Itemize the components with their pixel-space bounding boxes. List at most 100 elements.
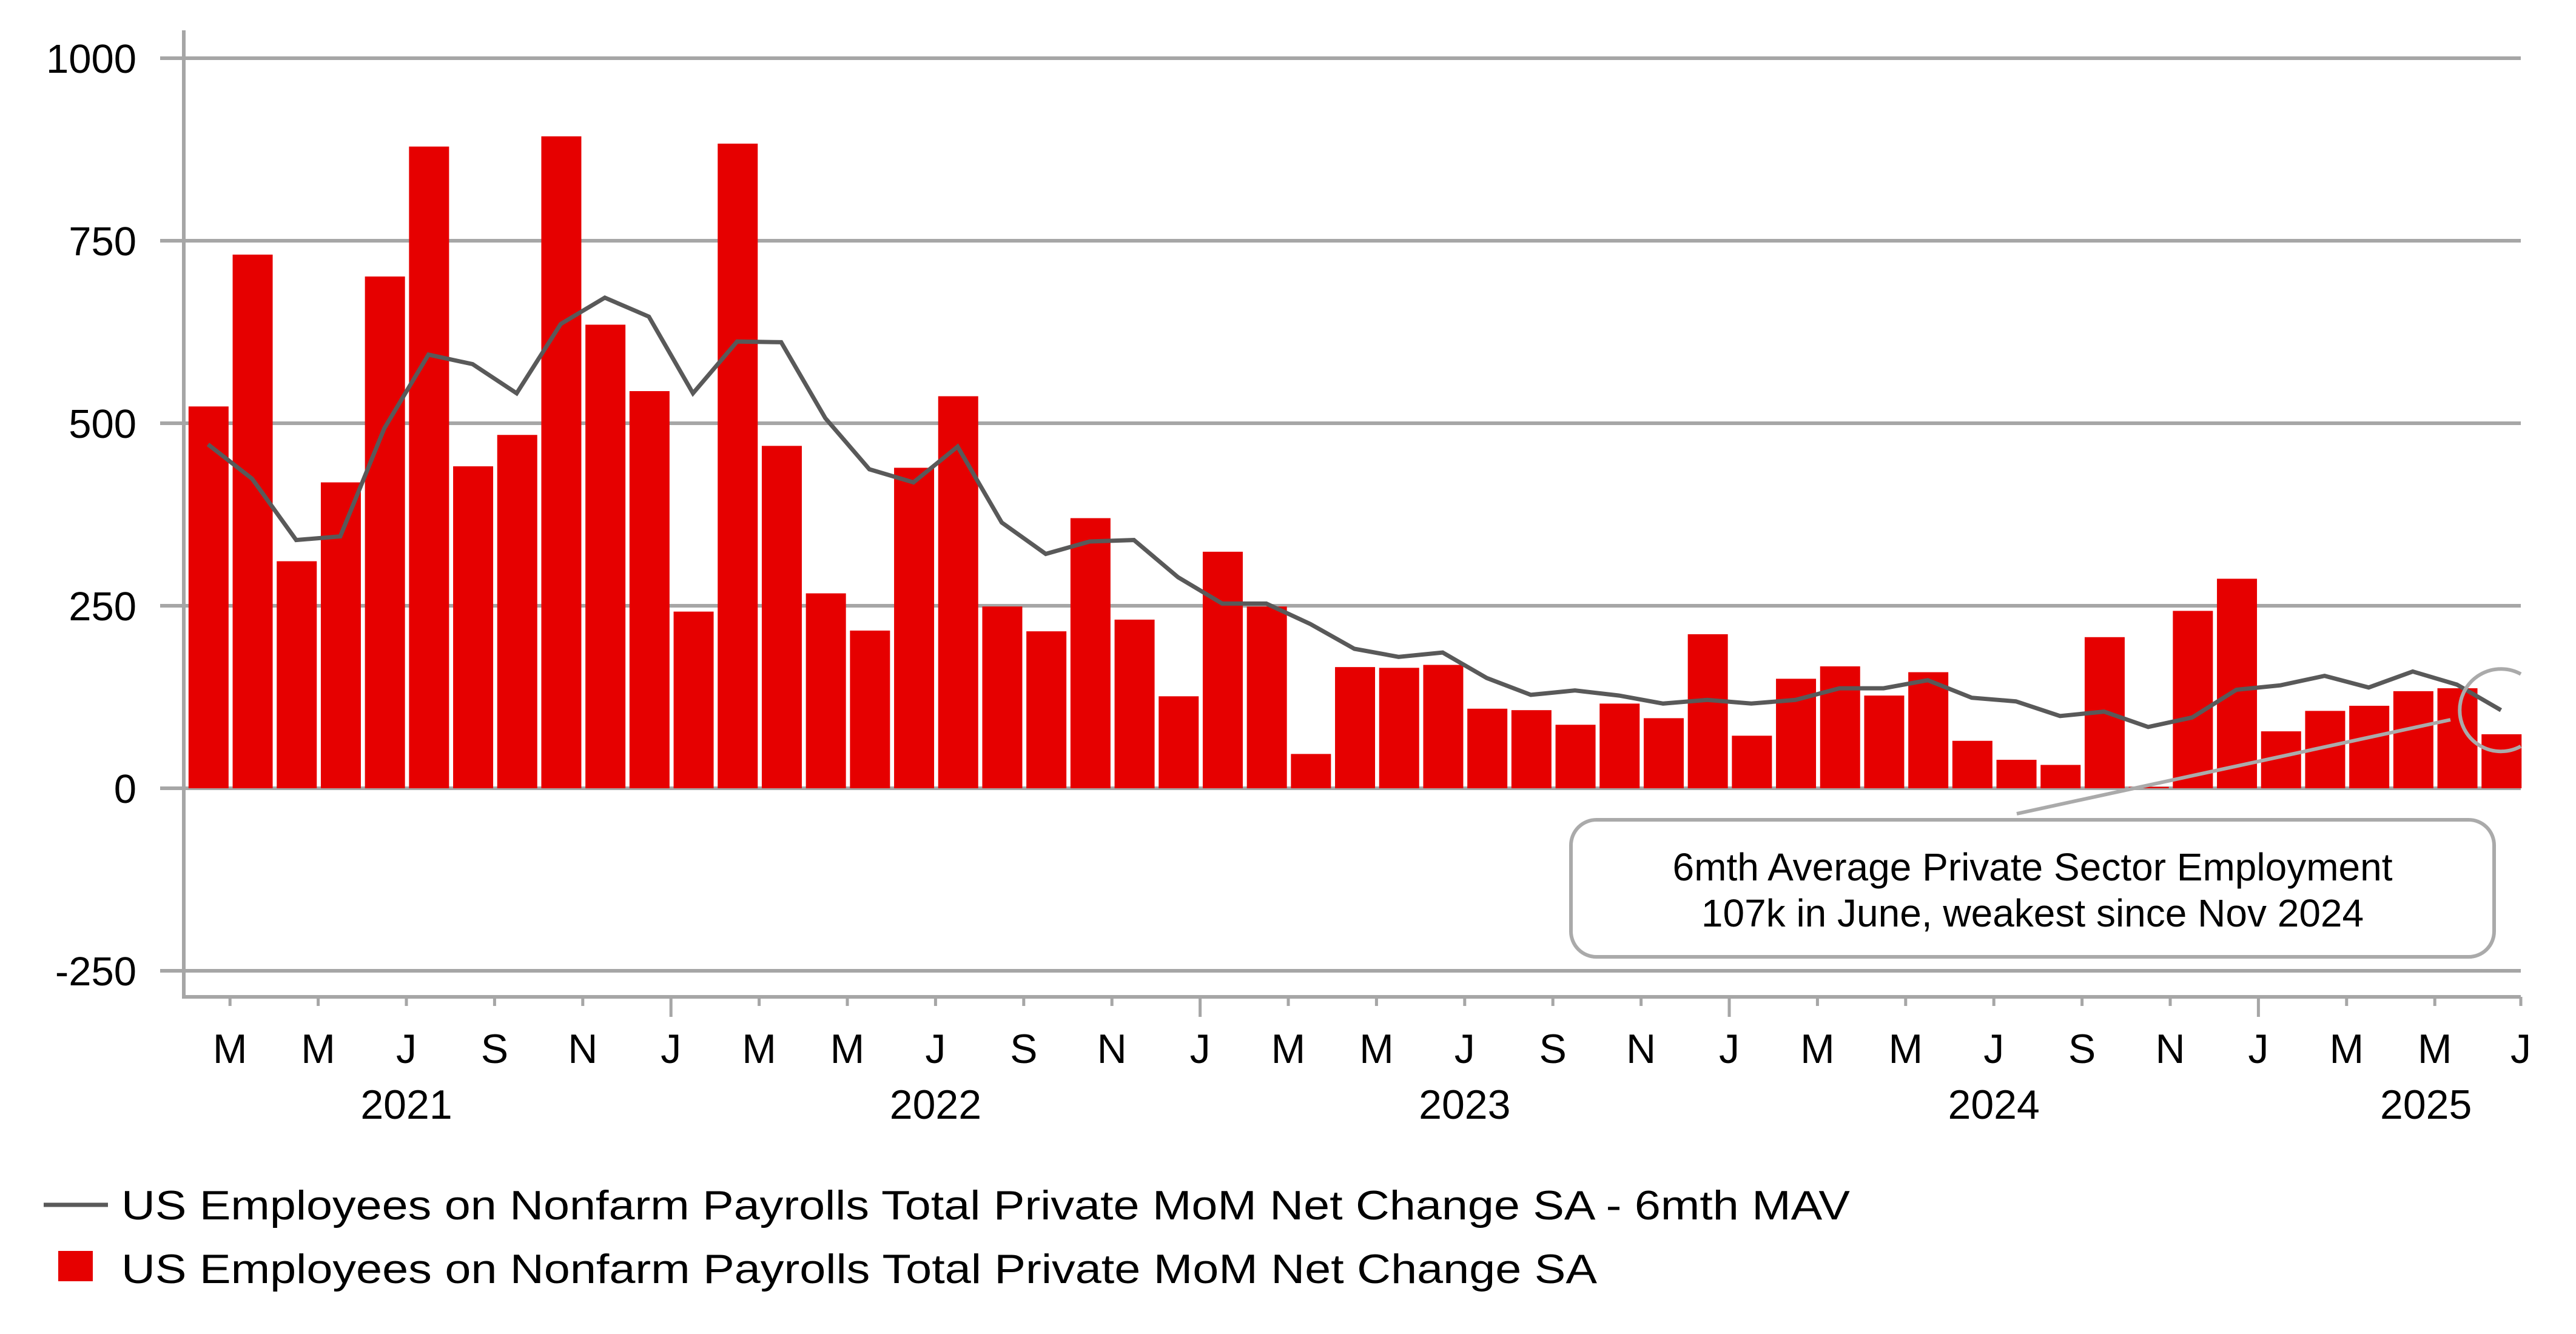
bar (718, 143, 758, 788)
x-tick-label: N (1626, 1026, 1656, 1072)
bar (2040, 765, 2081, 788)
x-tick-label: M (2329, 1026, 2364, 1072)
annotation-line-1: 6mth Average Private Sector Employment (1673, 845, 2393, 889)
bar (2349, 705, 2390, 788)
bar (320, 482, 361, 788)
legend-item-mav: US Employees on Nonfarm Payrolls Total P… (44, 1182, 1851, 1228)
x-tick-label: M (742, 1026, 776, 1072)
x-tick-label: M (301, 1026, 335, 1072)
bar (1070, 518, 1111, 788)
legend-label-mav: US Employees on Nonfarm Payrolls Total P… (121, 1182, 1851, 1228)
year-label: 2022 (890, 1082, 981, 1128)
y-tick-label: -250 (55, 949, 136, 994)
highlight-circle (2458, 667, 2522, 754)
bar (1159, 696, 1199, 788)
x-tick-label: N (1097, 1026, 1127, 1072)
x-tick-label: N (2155, 1026, 2185, 1072)
x-tick-label: N (568, 1026, 597, 1072)
y-tick-label: 1000 (46, 36, 136, 82)
x-tick-label: S (1010, 1026, 1037, 1072)
annotation-line-2: 107k in June, weakest since Nov 2024 (1701, 891, 2364, 935)
year-label: 2025 (2380, 1082, 2472, 1128)
x-tick-label: M (2418, 1026, 2452, 1072)
bar (1114, 619, 1155, 788)
y-tick-label: 500 (69, 401, 136, 447)
bar (188, 406, 229, 788)
x-tick-label: M (1359, 1026, 1394, 1072)
x-tick-label: J (1719, 1026, 1740, 1072)
x-tick-label: M (830, 1026, 865, 1072)
bar (2173, 611, 2213, 788)
bar (365, 276, 405, 789)
bar (585, 324, 626, 788)
annotation-connector-line (2016, 718, 2451, 816)
bar (673, 611, 714, 788)
bar (1291, 754, 1331, 788)
bar (453, 466, 494, 788)
x-tick-label: M (1888, 1026, 1923, 1072)
year-labels: 2021 2022 2023 2024 2025 (360, 1082, 2472, 1128)
bar (1026, 631, 1067, 788)
year-label: 2021 (360, 1082, 452, 1128)
bar (761, 446, 802, 788)
bar (2393, 691, 2433, 788)
x-tick-label: M (1271, 1026, 1306, 1072)
x-tick-label: S (481, 1026, 508, 1072)
bar (1511, 710, 1552, 788)
bar (1820, 666, 1860, 788)
x-tick-label: S (2068, 1026, 2096, 1072)
bar (232, 254, 273, 789)
x-tick-label: J (661, 1026, 681, 1072)
bar (894, 468, 935, 788)
bar (1908, 672, 1949, 788)
bar (2481, 734, 2522, 788)
bar (1996, 760, 2037, 788)
x-tick-label: J (1190, 1026, 1211, 1072)
bar (497, 435, 537, 788)
legend-item-bars: US Employees on Nonfarm Payrolls Total P… (58, 1246, 1598, 1292)
bar (2217, 578, 2258, 788)
bar (1687, 634, 1728, 788)
bar (1335, 667, 1376, 788)
x-tick-label: J (925, 1026, 946, 1072)
axes (182, 30, 2523, 1017)
x-tick-label: J (1983, 1026, 2004, 1072)
bar (938, 396, 978, 788)
annotation-callout: 6mth Average Private Sector Employment 1… (1569, 667, 2522, 959)
bar (1732, 736, 1772, 788)
bar (409, 146, 449, 789)
annotation-box (1569, 818, 2496, 959)
bar (1423, 665, 1464, 788)
mav-line-series (206, 295, 2503, 729)
year-label: 2024 (1948, 1082, 2040, 1128)
bar (1467, 708, 1508, 788)
x-tick-label: J (396, 1026, 417, 1072)
bar (1379, 668, 1419, 788)
bar (1643, 718, 1684, 788)
x-tick-label: M (1800, 1026, 1835, 1072)
bar (1555, 725, 1596, 788)
x-tick-label: S (1539, 1026, 1567, 1072)
bar (850, 630, 890, 788)
y-tick-label: 750 (69, 219, 136, 264)
y-tick-label: 0 (114, 766, 136, 812)
year-label: 2023 (1419, 1082, 1510, 1128)
legend-box-swatch (58, 1251, 93, 1281)
y-tick-label: 250 (69, 584, 136, 629)
bar (1202, 551, 1243, 788)
x-tick-label: J (2510, 1026, 2531, 1072)
y-tick-labels: -250 0 250 500 750 1000 (46, 36, 136, 994)
x-tick-label: J (1454, 1026, 1475, 1072)
bar (1864, 695, 1905, 788)
bar (805, 593, 846, 788)
legend: US Employees on Nonfarm Payrolls Total P… (44, 1182, 1851, 1292)
x-tick-label: M (213, 1026, 247, 1072)
bar (629, 391, 670, 788)
bar (1246, 606, 1287, 788)
bar (1599, 703, 1640, 788)
bars-series (188, 136, 2522, 789)
bar (982, 606, 1023, 788)
bar (2128, 786, 2169, 788)
bar (1952, 740, 1993, 788)
